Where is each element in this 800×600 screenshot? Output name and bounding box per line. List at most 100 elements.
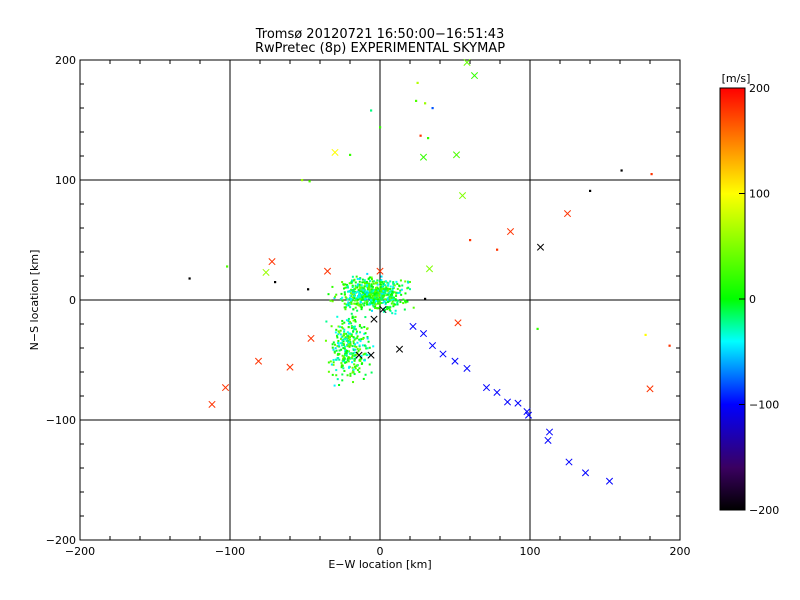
cluster-dot bbox=[352, 330, 355, 333]
cluster-dot bbox=[366, 291, 369, 294]
cross-marker bbox=[482, 384, 491, 392]
cluster-dot bbox=[346, 298, 349, 301]
cluster-dot bbox=[372, 295, 375, 298]
cluster-dot bbox=[343, 330, 346, 333]
cluster-dot bbox=[356, 341, 359, 344]
cluster-dot bbox=[347, 301, 350, 304]
cluster-dot bbox=[352, 336, 355, 339]
cluster-dot bbox=[362, 377, 365, 380]
cluster-dot bbox=[384, 288, 387, 291]
cluster-dot bbox=[355, 298, 358, 301]
x-tick-label: −100 bbox=[215, 545, 245, 558]
cluster-dot bbox=[342, 367, 345, 370]
cross-marker bbox=[323, 267, 332, 275]
cluster-dot bbox=[383, 280, 386, 283]
cluster-dot bbox=[375, 292, 378, 295]
cluster-dot bbox=[346, 304, 349, 307]
cluster-dot bbox=[388, 300, 391, 303]
cluster-dot bbox=[348, 365, 351, 368]
cluster-dot bbox=[331, 343, 334, 346]
cluster-dot bbox=[386, 281, 389, 284]
cluster-dot bbox=[343, 332, 346, 335]
cluster-dot bbox=[372, 300, 375, 303]
cluster-dot bbox=[334, 295, 337, 298]
cluster-dot bbox=[343, 344, 346, 347]
cluster-dot bbox=[381, 296, 384, 299]
cluster-dot bbox=[368, 292, 371, 295]
cluster-dot bbox=[363, 326, 366, 329]
cluster-dot bbox=[363, 299, 366, 302]
cluster-dot bbox=[354, 315, 357, 318]
cluster-dot bbox=[386, 297, 389, 300]
cluster-dot bbox=[368, 308, 371, 311]
cluster-dot bbox=[356, 302, 359, 305]
cluster-dot bbox=[387, 282, 390, 285]
cluster-dot bbox=[344, 283, 347, 286]
cluster-dot bbox=[377, 289, 380, 292]
x-axis-label: E−W location [km] bbox=[328, 558, 431, 571]
cluster-dot bbox=[347, 357, 350, 360]
cluster-dot bbox=[346, 345, 349, 348]
cluster-dot bbox=[386, 299, 389, 302]
cluster-dot bbox=[363, 332, 366, 335]
cluster-dot bbox=[344, 308, 347, 311]
cluster-dot bbox=[353, 327, 356, 330]
cluster-dot bbox=[345, 350, 348, 353]
cluster-dot bbox=[384, 292, 387, 295]
cluster-dot bbox=[354, 328, 357, 331]
cluster-dot bbox=[371, 309, 374, 312]
cluster-dot bbox=[364, 298, 367, 301]
cross-marker bbox=[439, 350, 447, 358]
cross-marker bbox=[565, 458, 573, 466]
cluster-dot bbox=[395, 294, 398, 297]
cluster-dot bbox=[403, 308, 406, 311]
cluster-dot bbox=[386, 308, 389, 311]
cluster-dot bbox=[331, 346, 334, 349]
cluster-dot bbox=[402, 302, 405, 305]
x-tick-label: −200 bbox=[65, 545, 95, 558]
cross-marker bbox=[463, 58, 471, 66]
cluster-dot bbox=[353, 292, 356, 295]
cluster-dot bbox=[340, 348, 343, 351]
cross-marker bbox=[419, 330, 428, 338]
cluster-dot bbox=[402, 298, 405, 301]
cluster-dot bbox=[385, 294, 388, 297]
cluster-dot bbox=[366, 283, 369, 286]
cluster-dot bbox=[348, 350, 351, 353]
cluster-dot bbox=[331, 300, 334, 303]
cluster-dot bbox=[346, 334, 349, 337]
cluster-dot bbox=[360, 295, 363, 298]
cross-marker bbox=[506, 228, 515, 236]
cluster-dot bbox=[361, 344, 364, 347]
cluster-dot bbox=[351, 371, 354, 374]
cluster-dot bbox=[387, 306, 390, 309]
cross-stroke bbox=[286, 363, 294, 371]
cluster-dot bbox=[378, 280, 381, 283]
cluster-dot bbox=[368, 280, 371, 283]
cluster-dot bbox=[352, 340, 355, 343]
cluster-dot bbox=[373, 293, 376, 296]
cluster-dot bbox=[342, 355, 345, 358]
cluster-dot bbox=[342, 283, 345, 286]
cluster-dot bbox=[386, 293, 389, 296]
cluster-dot bbox=[358, 370, 361, 373]
cluster-dot bbox=[343, 345, 346, 348]
cluster-dot bbox=[372, 280, 375, 283]
cluster-dot bbox=[379, 294, 382, 297]
cluster-dot bbox=[354, 348, 357, 351]
cluster-dot bbox=[327, 361, 330, 364]
scatter-dot bbox=[379, 126, 382, 129]
cluster-dot bbox=[376, 279, 379, 282]
cluster-dot bbox=[375, 294, 378, 297]
cluster-dot bbox=[369, 290, 372, 293]
chart-subtitle: RwPretec (8p) EXPERIMENTAL SKYMAP bbox=[255, 41, 505, 56]
cluster-dot bbox=[332, 361, 335, 364]
cluster-dot bbox=[400, 293, 403, 296]
cluster-dot bbox=[335, 374, 338, 377]
cluster-dot bbox=[356, 335, 359, 338]
cross-stroke bbox=[581, 469, 590, 477]
cluster-dot bbox=[393, 291, 396, 294]
cluster-dot bbox=[347, 360, 350, 363]
cluster-dot bbox=[363, 302, 366, 305]
